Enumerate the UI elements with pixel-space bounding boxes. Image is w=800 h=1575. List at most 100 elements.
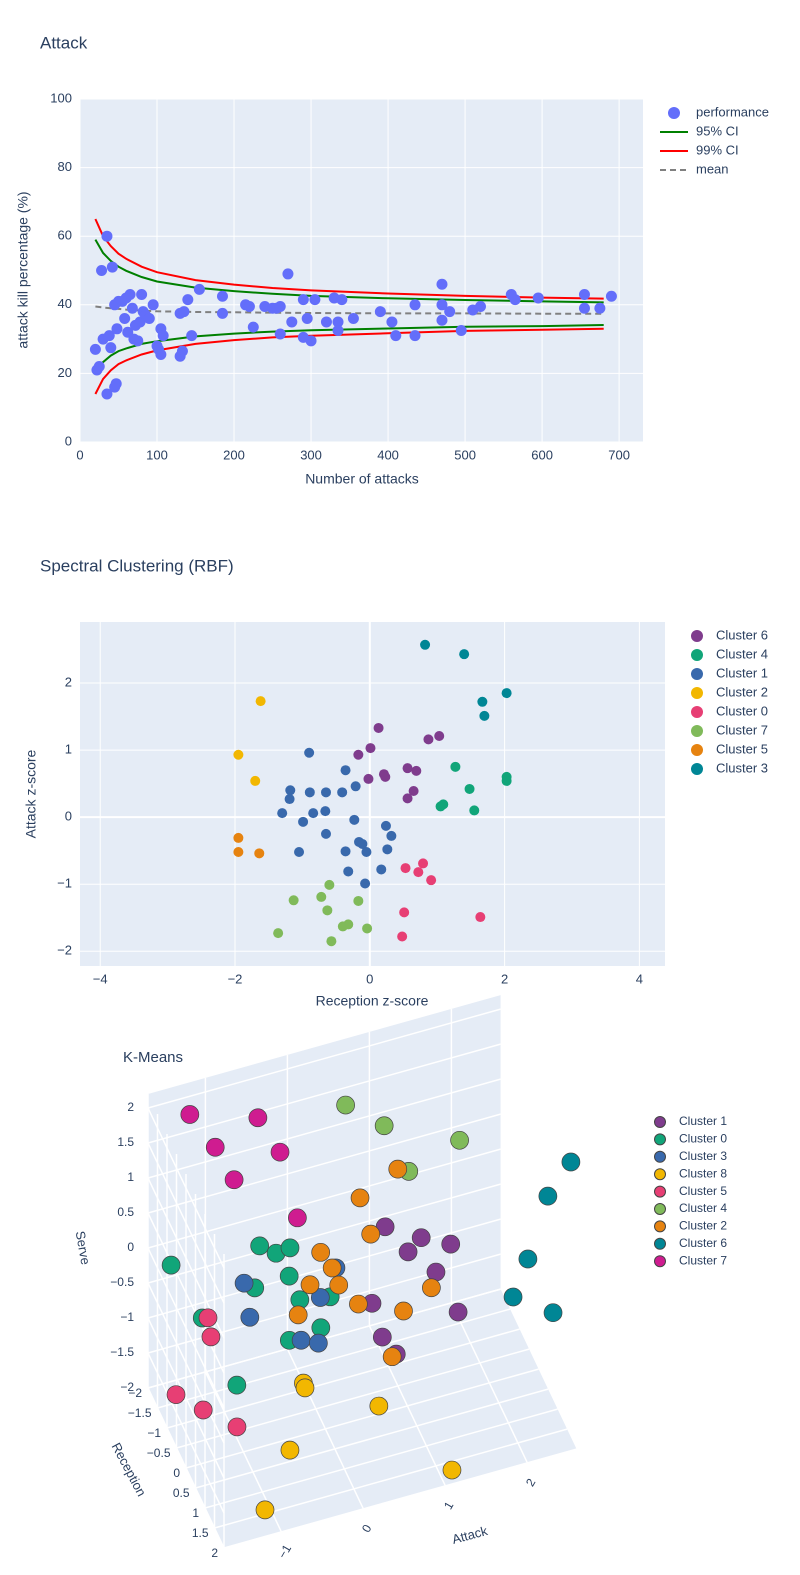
data-point — [105, 342, 117, 354]
data-point — [101, 388, 113, 400]
legend-label: mean — [696, 161, 729, 176]
data-point — [400, 863, 411, 874]
data-point — [357, 838, 368, 849]
data-point — [182, 294, 194, 306]
grid-line — [147, 1317, 225, 1479]
grid-line — [147, 1107, 225, 1269]
data-point — [459, 649, 470, 660]
grid-line — [204, 1408, 558, 1509]
legend-label: Cluster 3 — [716, 760, 768, 775]
data-point — [110, 378, 122, 390]
data-point — [247, 321, 259, 333]
x-axis-title: Attack — [450, 1523, 489, 1547]
data-point — [250, 1236, 270, 1256]
data-point — [291, 1330, 311, 1350]
grid-line — [147, 1352, 225, 1514]
data-point — [205, 1137, 225, 1157]
data-point — [361, 847, 372, 858]
data-point — [161, 1255, 181, 1275]
data-point — [96, 265, 108, 276]
y-tick-label: 2 — [211, 1546, 218, 1560]
data-point — [286, 316, 298, 328]
data-point — [320, 806, 331, 817]
data-point — [532, 292, 544, 304]
data-point — [382, 844, 393, 855]
chart-title: Spectral Clustering (RBF) — [40, 556, 234, 575]
legend-label: Cluster 3 — [679, 1149, 727, 1163]
data-point — [285, 785, 296, 796]
legend-marker — [691, 668, 703, 680]
data-point — [243, 301, 255, 313]
legend-label: Cluster 0 — [679, 1132, 727, 1146]
legend-label: Cluster 8 — [679, 1166, 727, 1180]
legend-label: Cluster 1 — [716, 665, 768, 680]
data-point — [277, 808, 288, 819]
legend-marker — [654, 1116, 666, 1128]
x-tick-label: −1 — [275, 1542, 294, 1561]
legend-marker — [691, 649, 703, 661]
data-point — [176, 345, 188, 357]
y-tick-label: −1 — [147, 1426, 161, 1440]
data-point — [394, 1301, 413, 1321]
data-point — [373, 722, 384, 733]
data-point — [288, 895, 299, 906]
data-point — [349, 1294, 368, 1314]
data-point — [438, 799, 449, 810]
data-point — [380, 771, 391, 782]
legend-marker — [654, 1168, 666, 1181]
data-point — [311, 1242, 331, 1262]
x-tick-label: 100 — [146, 447, 168, 462]
data-point — [329, 1275, 349, 1295]
y-tick-label: 0 — [65, 433, 72, 448]
data-point — [594, 302, 606, 314]
x-tick-label: 0 — [76, 447, 83, 462]
data-point — [469, 805, 480, 816]
data-point — [340, 846, 351, 857]
series-line — [95, 305, 604, 315]
x-tick-label: −2 — [228, 971, 243, 986]
data-point — [382, 1347, 402, 1367]
y-axis-title: Reception — [109, 1440, 150, 1499]
y-tick-label: 0.5 — [173, 1486, 190, 1500]
z-tick-label: −1.5 — [110, 1345, 134, 1359]
data-point — [409, 299, 421, 311]
data-point — [250, 775, 261, 786]
data-point — [390, 330, 402, 342]
data-point — [297, 294, 309, 306]
y-tick-label: 1 — [192, 1506, 199, 1520]
y-tick-label: 0 — [65, 809, 72, 824]
y-tick-label: −1.5 — [128, 1406, 152, 1420]
x-tick-label: 4 — [636, 971, 643, 986]
data-point — [350, 1188, 370, 1208]
legend-label: Cluster 7 — [679, 1253, 727, 1267]
data-point — [353, 895, 364, 906]
data-point — [193, 283, 205, 295]
grid-line — [147, 1282, 225, 1444]
data-point — [363, 773, 374, 784]
data-point — [248, 1108, 268, 1128]
legend-marker — [654, 1185, 666, 1198]
data-point — [295, 1378, 315, 1398]
data-point — [106, 261, 118, 273]
legend-marker — [654, 1133, 666, 1146]
data-point — [111, 323, 123, 335]
data-point — [233, 847, 244, 858]
y-tick-label: −0.5 — [147, 1446, 171, 1460]
data-point — [365, 743, 376, 754]
series-line — [94, 218, 604, 300]
data-point — [374, 306, 386, 318]
grid-line — [195, 1388, 549, 1489]
data-point — [343, 866, 354, 877]
data-point — [578, 289, 590, 301]
grid-line — [147, 1142, 225, 1304]
x-tick-label: 2 — [523, 1476, 539, 1489]
data-point — [322, 1258, 342, 1278]
data-point — [193, 1400, 213, 1420]
y-tick-label: −2 — [57, 943, 72, 958]
legend-marker — [654, 1150, 666, 1163]
grid-line — [166, 1328, 520, 1429]
data-point — [284, 794, 295, 805]
data-point — [233, 749, 244, 760]
data-point — [477, 696, 488, 707]
